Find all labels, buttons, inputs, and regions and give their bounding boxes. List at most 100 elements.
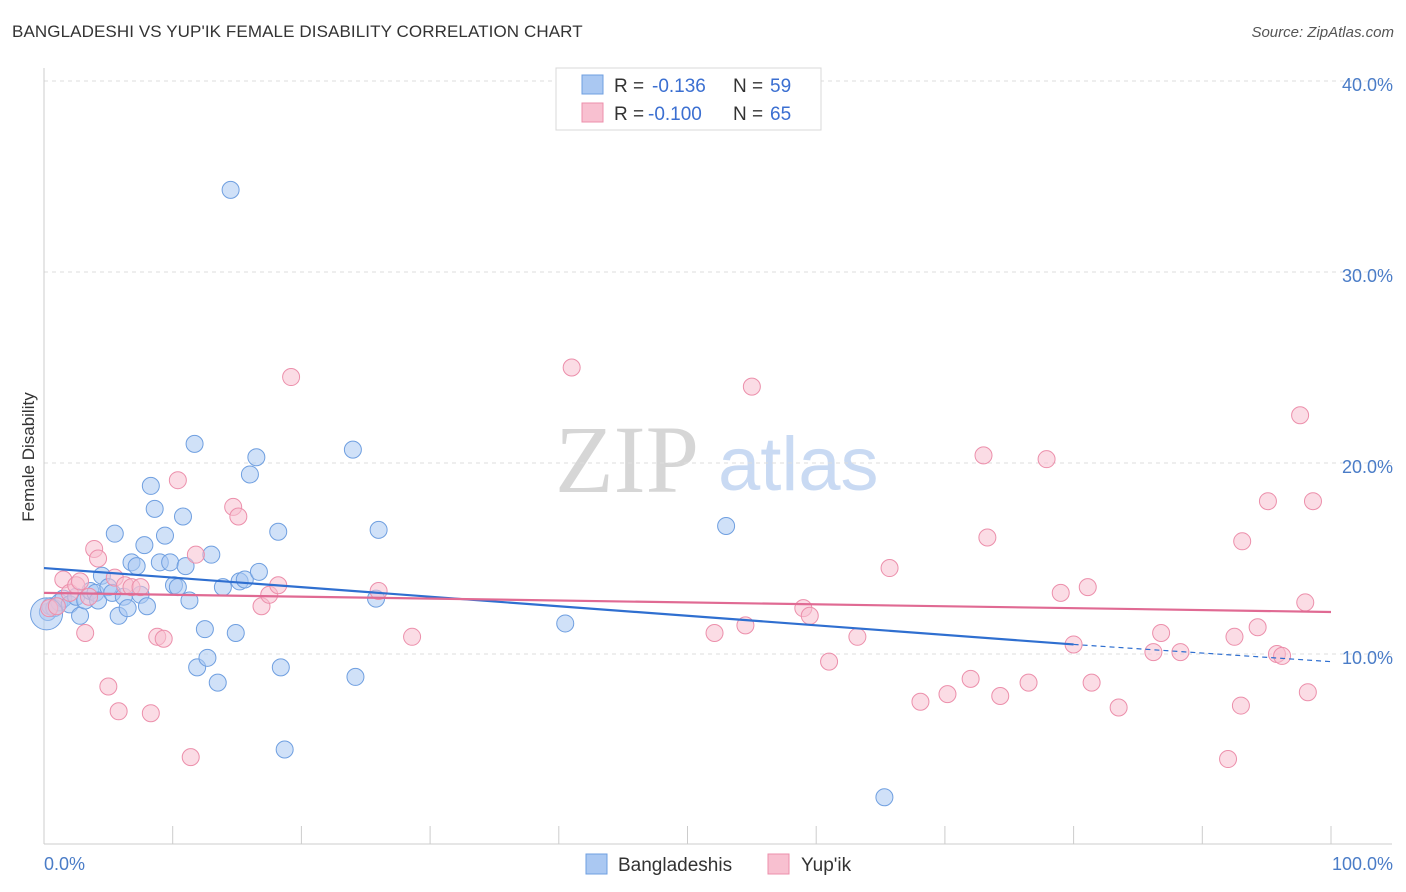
legend-box: R = -0.136 N = 59 R = -0.100 N = 65 (555, 67, 822, 131)
point-bangladeshis-25 (145, 499, 164, 518)
point-yupik-65 (1298, 683, 1317, 702)
point-yupik-31 (705, 623, 724, 642)
axes (43, 68, 1392, 845)
point-bangladeshis-15 (105, 524, 124, 543)
point-bangladeshis-57 (875, 788, 894, 807)
y-tick-label-10: 10.0% (1342, 648, 1393, 668)
x-tick-label-100: 100.0% (1332, 854, 1393, 874)
point-bangladeshis-48 (269, 522, 288, 541)
point-yupik-52 (1144, 643, 1163, 662)
point-bangladeshis-22 (135, 536, 154, 555)
point-bangladeshis-28 (161, 553, 180, 572)
point-bangladeshis-38 (202, 545, 221, 564)
bottom-legend: Bangladeshis Yup'ik (585, 853, 852, 876)
point-bangladeshis-30 (168, 578, 187, 597)
point-yupik-55 (1219, 750, 1238, 769)
point-yupik-9 (89, 549, 108, 568)
point-bangladeshis-46 (247, 448, 266, 467)
point-bangladeshis-52 (346, 667, 365, 686)
point-yupik-63 (1291, 406, 1310, 425)
legend-swatch-pink (581, 102, 604, 123)
point-bangladeshis-36 (195, 620, 214, 639)
point-bangladeshis-31 (173, 507, 192, 526)
y-axis-label: Female Disability (19, 392, 38, 522)
watermark-atlas: atlas (718, 422, 879, 507)
point-yupik-7 (80, 587, 99, 606)
bottom-legend-label-bangladeshis: Bangladeshis (618, 855, 732, 876)
point-yupik-33 (742, 377, 761, 396)
point-yupik-28 (369, 581, 388, 600)
legend-r-value-2: -0.100 (648, 104, 702, 125)
point-yupik-1 (47, 597, 66, 616)
point-yupik-64 (1296, 593, 1315, 612)
point-yupik-66 (1303, 492, 1322, 511)
point-yupik-39 (911, 692, 930, 711)
point-yupik-18 (154, 629, 173, 648)
point-bangladeshis-20 (127, 557, 146, 576)
point-bangladeshis-39 (208, 673, 227, 692)
bottom-legend-swatch-pink (767, 853, 790, 875)
chart-source: Source: ZipAtlas.com (1251, 24, 1394, 41)
point-bangladeshis-24 (141, 476, 160, 495)
point-yupik-53 (1152, 623, 1171, 642)
point-yupik-16 (141, 704, 160, 723)
point-yupik-62 (1273, 646, 1292, 665)
point-bangladeshis-55 (556, 614, 575, 633)
point-yupik-19 (168, 471, 187, 490)
point-bangladeshis-47 (249, 562, 268, 581)
point-yupik-38 (880, 559, 899, 578)
point-yupik-47 (1051, 583, 1070, 602)
point-yupik-15 (131, 578, 150, 597)
point-yupik-5 (71, 572, 90, 591)
point-bangladeshis-49 (271, 658, 290, 677)
point-yupik-29 (403, 627, 422, 646)
point-yupik-58 (1233, 532, 1252, 551)
point-yupik-45 (1019, 673, 1038, 692)
bottom-legend-label-yupik: Yup'ik (801, 855, 852, 876)
grid-lines (44, 80, 1392, 655)
point-yupik-41 (961, 669, 980, 688)
point-yupik-57 (1231, 696, 1250, 715)
x-axis-tick-labels: 0.0% 100.0% (44, 854, 1393, 874)
point-yupik-21 (186, 545, 205, 564)
watermark: ZIP atlas (555, 406, 879, 513)
point-bangladeshis-42 (226, 623, 245, 642)
point-yupik-46 (1037, 450, 1056, 469)
point-yupik-59 (1248, 618, 1267, 637)
point-bangladeshis-37 (198, 648, 217, 667)
point-yupik-37 (848, 627, 867, 646)
point-bangladeshis-23 (137, 597, 156, 616)
legend-r-value-1: -0.136 (652, 76, 706, 97)
point-yupik-23 (229, 507, 248, 526)
y-tick-label-30: 30.0% (1342, 266, 1393, 286)
legend-n-value-2: 65 (770, 104, 791, 125)
point-yupik-35 (800, 606, 819, 625)
trend-lines (43, 566, 1332, 663)
y-tick-label-40: 40.0% (1342, 75, 1393, 95)
chart-title: BANGLADESHI VS YUP'IK FEMALE DISABILITY … (12, 22, 583, 41)
point-bangladeshis-34 (185, 434, 204, 453)
legend-n-label-1: N = (733, 76, 763, 97)
x-tick-label-0: 0.0% (44, 854, 85, 874)
point-yupik-54 (1171, 643, 1190, 662)
point-yupik-60 (1258, 492, 1277, 511)
y-tick-label-20: 20.0% (1342, 457, 1393, 477)
point-yupik-27 (282, 368, 301, 387)
series-yupik (40, 358, 1322, 769)
point-bangladeshis-7 (71, 606, 90, 625)
x-axis-ticks (43, 826, 1332, 844)
point-yupik-50 (1082, 673, 1101, 692)
point-yupik-30 (562, 358, 581, 377)
point-bangladeshis-18 (118, 599, 137, 618)
point-yupik-49 (1078, 578, 1097, 597)
trend-line-bangladeshis-extension (1073, 643, 1332, 663)
legend-r-label-1: R = (614, 76, 644, 97)
point-yupik-10 (99, 677, 118, 696)
point-bangladeshis-56 (717, 517, 736, 536)
trend-line-bangladeshis (43, 566, 1074, 646)
point-yupik-51 (1109, 698, 1128, 717)
point-yupik-6 (76, 623, 95, 642)
point-bangladeshis-33 (180, 591, 199, 610)
trend-line-yupik (43, 591, 1332, 614)
legend-swatch-blue (581, 74, 604, 95)
